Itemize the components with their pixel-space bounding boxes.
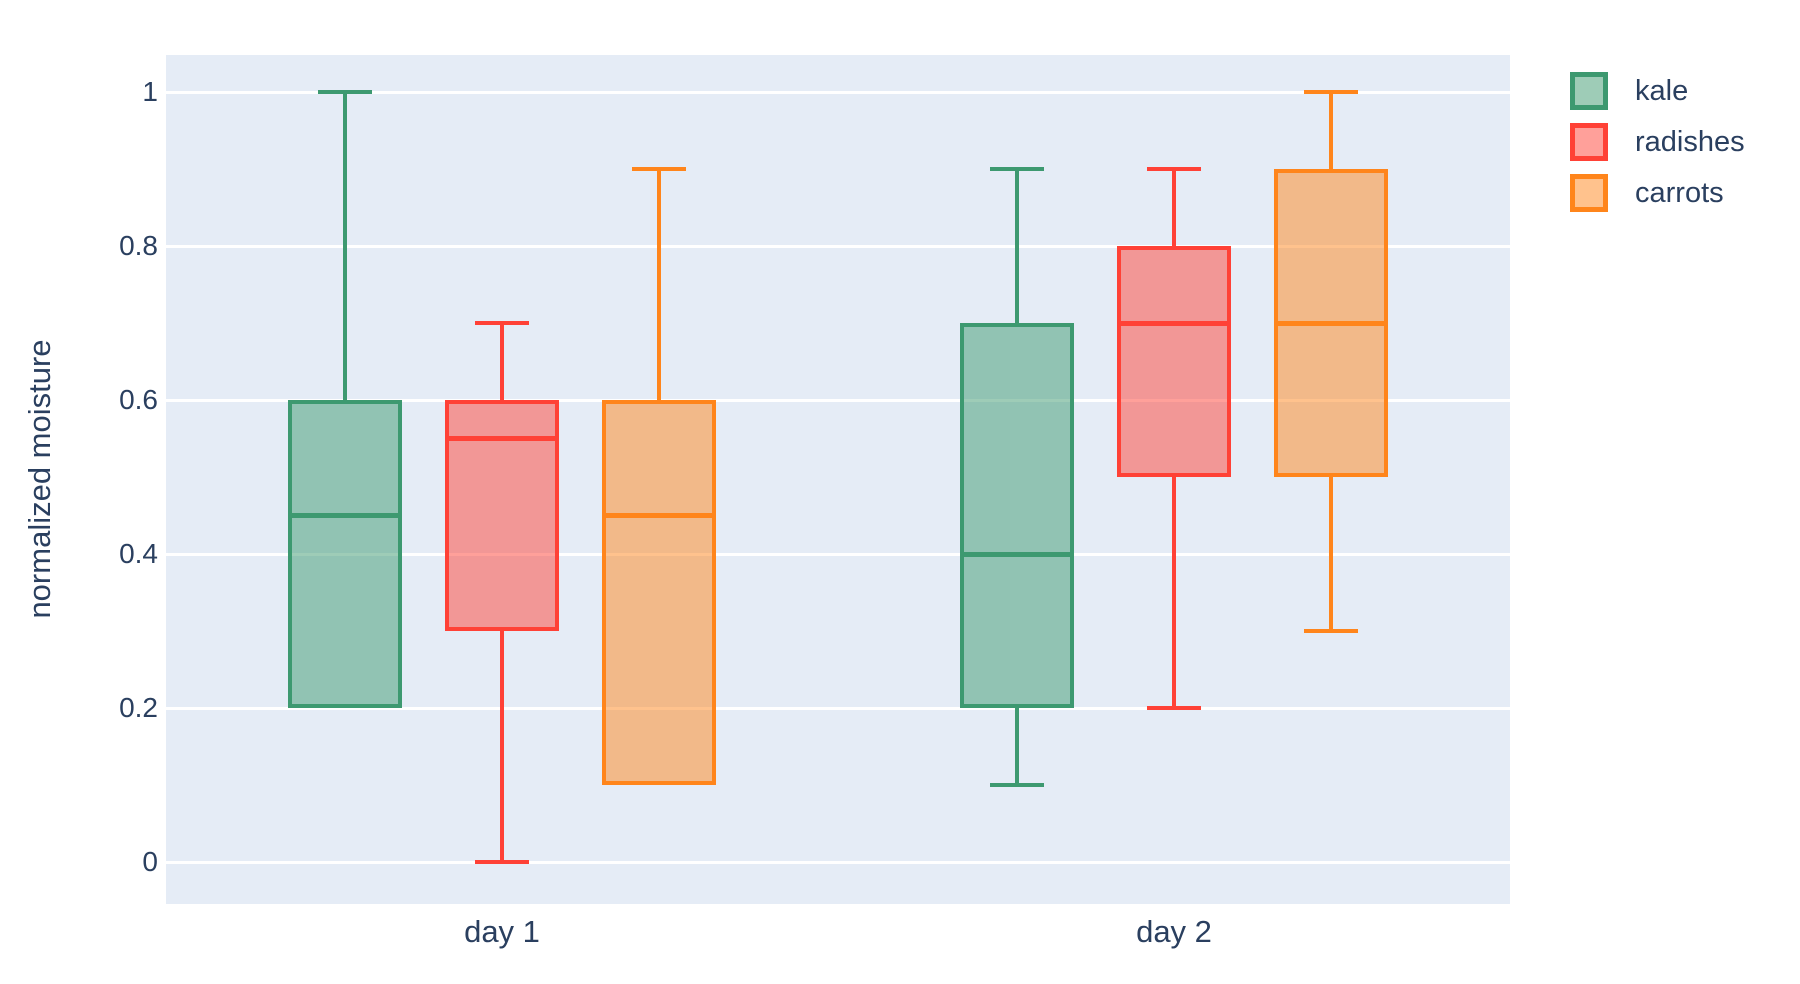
box-kale-day-2-lower-whisker [1015,708,1019,785]
plot-area[interactable] [166,55,1510,904]
legend-swatch-icon [1570,72,1608,110]
box-carrots-day-1-median [602,513,716,518]
y-tick-label-0.6: 0.6 [119,384,158,415]
box-carrots-day-2-upper-whisker [1329,92,1333,169]
box-kale-day-2-max-cap [990,167,1044,171]
box-radishes-day-2-max-cap [1147,167,1201,171]
gridline-y-1 [166,90,1510,94]
y-tick-label-0.2: 0.2 [119,692,158,723]
x-tick-label-day-1: day 1 [464,914,540,949]
box-radishes-day-2-upper-whisker [1172,169,1176,246]
box-carrots-day-2-max-cap [1304,90,1358,94]
box-kale-day-2-median [960,551,1074,557]
legend-label: kale [1635,74,1689,107]
gridline-y-0.8 [166,244,1510,248]
box-kale-day-1-max-cap [318,90,372,94]
box-radishes-day-1[interactable] [445,400,559,631]
box-radishes-day-1-max-cap [475,321,529,325]
box-carrots-day-2-lower-whisker [1329,477,1333,631]
box-radishes-day-2-min-cap [1147,706,1201,710]
box-kale-day-2-min-cap [990,783,1044,787]
box-radishes-day-2[interactable] [1117,246,1231,477]
legend-item-carrots[interactable]: carrots [1570,174,1745,212]
legend-swatch-icon [1570,174,1608,212]
y-tick-label-0.4: 0.4 [119,538,158,569]
legend-item-radishes[interactable]: radishes [1570,123,1745,161]
legend-swatch-icon [1570,123,1608,161]
y-axis-title: normalized moisture [22,339,57,619]
box-carrots-day-2-median [1274,320,1388,326]
legend-label: radishes [1635,125,1745,158]
box-radishes-day-1-median [445,436,559,441]
gridline-y-0.2 [166,706,1510,710]
box-radishes-day-1-min-cap [475,860,529,864]
x-tick-label-day-2: day 2 [1136,914,1212,949]
y-tick-label-0.8: 0.8 [119,230,158,261]
y-tick-label-0: 0 [142,846,158,877]
gridline-y-0.6 [166,398,1510,402]
box-carrots-day-1-upper-whisker [657,169,661,400]
box-kale-day-1[interactable] [288,400,402,708]
legend: kale radishes carrots [1570,72,1745,225]
box-kale-day-1-median [288,513,402,518]
box-carrots-day-1[interactable] [602,400,716,785]
gridline-y-0 [166,860,1510,864]
box-carrots-day-1-max-cap [632,167,686,171]
box-radishes-day-1-lower-whisker [500,631,504,862]
box-carrots-day-2-min-cap [1304,629,1358,633]
box-radishes-day-1-upper-whisker [500,323,504,400]
legend-item-kale[interactable]: kale [1570,72,1745,110]
box-radishes-day-2-lower-whisker [1172,477,1176,708]
box-kale-day-2-upper-whisker [1015,169,1019,323]
box-kale-day-1-upper-whisker [343,92,347,400]
legend-label: carrots [1635,176,1724,209]
y-tick-label-1: 1 [142,76,158,107]
box-radishes-day-2-median [1117,320,1231,326]
gridline-y-0.4 [166,552,1510,556]
box-kale-day-2[interactable] [960,323,1074,708]
